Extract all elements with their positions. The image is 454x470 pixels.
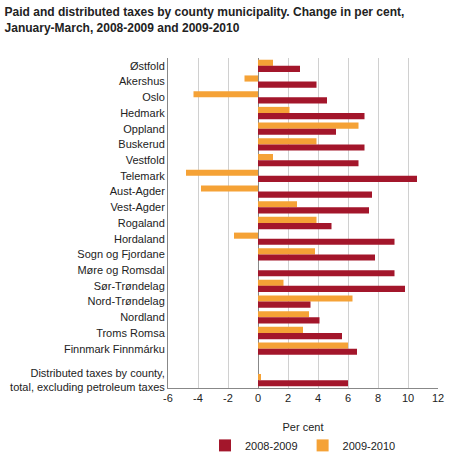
svg-text:Per cent: Per cent <box>283 421 324 433</box>
svg-text:Akershus: Akershus <box>119 75 165 87</box>
svg-text:Vest-Agder: Vest-Agder <box>110 201 165 213</box>
svg-text:10: 10 <box>402 392 414 404</box>
svg-text:Hedmark: Hedmark <box>120 107 165 119</box>
svg-text:Sogn og Fjordane: Sogn og Fjordane <box>77 248 164 260</box>
svg-text:-6: -6 <box>163 392 173 404</box>
svg-text:0: 0 <box>255 392 261 404</box>
svg-text:Finnmark Finnmárku: Finnmark Finnmárku <box>64 343 165 355</box>
svg-text:Aust-Agder: Aust-Agder <box>110 185 165 197</box>
svg-text:Sør-Trøndelag: Sør-Trøndelag <box>94 280 165 292</box>
svg-text:Nordland: Nordland <box>120 311 165 323</box>
svg-text:Oppland: Oppland <box>123 123 165 135</box>
svg-text:4: 4 <box>315 392 321 404</box>
svg-text:12: 12 <box>432 392 444 404</box>
svg-text:Hordaland: Hordaland <box>114 233 165 245</box>
svg-text:Troms Romsa: Troms Romsa <box>96 327 166 339</box>
svg-text:Møre og Romsdal: Møre og Romsdal <box>77 264 164 276</box>
svg-text:Nord-Trøndelag: Nord-Trøndelag <box>88 295 165 307</box>
svg-text:2: 2 <box>285 392 291 404</box>
svg-text:6: 6 <box>345 392 351 404</box>
svg-text:-4: -4 <box>193 392 203 404</box>
svg-text:Oslo: Oslo <box>142 91 165 103</box>
svg-text:Buskerud: Buskerud <box>118 138 164 150</box>
svg-text:Paid and distributed taxes by: Paid and distributed taxes by county mun… <box>5 5 405 35</box>
svg-text:2009-2010: 2009-2010 <box>343 440 396 452</box>
svg-text:Distributed taxes by county,to: Distributed taxes by county,total, exclu… <box>10 367 165 393</box>
svg-text:Østfold: Østfold <box>130 60 165 72</box>
svg-text:8: 8 <box>375 392 381 404</box>
svg-text:-2: -2 <box>223 392 233 404</box>
svg-text:2008-2009: 2008-2009 <box>245 440 298 452</box>
svg-text:Vestfold: Vestfold <box>126 154 165 166</box>
svg-text:Rogaland: Rogaland <box>118 217 165 229</box>
svg-text:Telemark: Telemark <box>120 170 165 182</box>
